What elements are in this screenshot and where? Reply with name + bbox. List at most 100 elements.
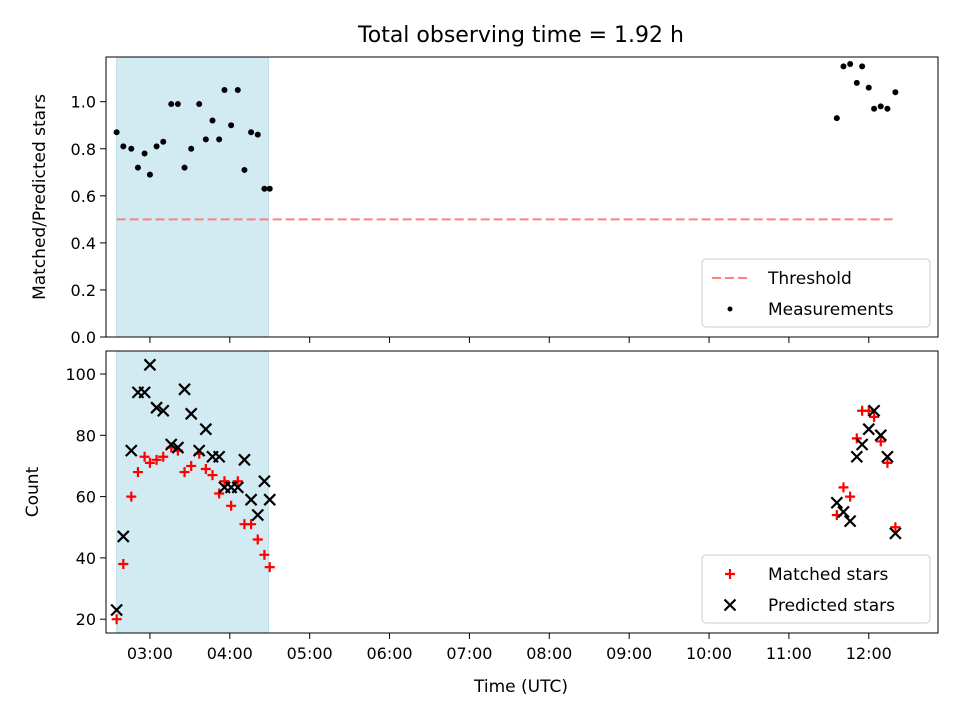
x-tick-label: 12:00	[846, 644, 892, 663]
predicted-star-point	[138, 386, 151, 399]
predicted-star-point	[125, 444, 138, 457]
matched-star-point	[264, 562, 275, 573]
matched-star-point	[851, 433, 862, 444]
matched-star-point	[200, 464, 211, 475]
predicted-star-point	[258, 474, 271, 488]
measurement-point	[228, 122, 235, 129]
bottom-y-axis-label: Count	[23, 466, 43, 517]
x-tick-label: 03:00	[127, 644, 173, 663]
predicted-star-point	[881, 450, 894, 464]
matched-star-point	[126, 491, 137, 502]
x-tick-label: 05:00	[287, 644, 333, 663]
predicted-star-point	[867, 404, 881, 418]
top-panel-frame	[105, 56, 939, 338]
measurement-point	[202, 136, 209, 143]
y-tick-label: 0.6	[71, 187, 96, 206]
shaded-span-top	[116, 56, 269, 338]
matched-star-point	[132, 467, 143, 478]
matched-star-point	[838, 482, 849, 493]
predicted-star-point	[263, 493, 277, 506]
predicted-star-point	[212, 450, 226, 464]
predicted-star-point	[889, 527, 902, 540]
measurement-point	[153, 143, 160, 150]
predicted-star-point	[110, 603, 123, 617]
measurement-point	[254, 131, 261, 138]
top-panel-ratio: 0.0 0.2 0.4 0.6 0.8 1.0 Matched/Predicted sta…	[30, 56, 939, 347]
bottom-y-axis: 20 40 60 80 100	[65, 365, 106, 629]
predicted-star-point	[238, 453, 251, 467]
bottom-panel-frame	[105, 350, 939, 634]
x-tick-label: 07:00	[446, 644, 492, 663]
matched-star-point	[214, 488, 225, 499]
y-tick-label: 40	[76, 549, 96, 568]
matched-star-point	[246, 519, 257, 530]
matched-star-point	[111, 614, 122, 625]
matched-star-point	[882, 457, 893, 468]
predicted-star-point	[850, 450, 864, 464]
legend-predicted-swatch	[723, 598, 737, 612]
matched-star-point	[875, 436, 886, 447]
measurement-point	[241, 166, 248, 173]
matched-star-point	[144, 457, 155, 468]
measurement-point	[128, 145, 135, 152]
legend-label-predicted-stars: Predicted stars	[768, 596, 895, 616]
measurement-point	[160, 138, 167, 145]
predicted-star-point	[192, 444, 206, 457]
y-tick-label: 0.4	[71, 234, 96, 253]
measurement-point	[196, 101, 203, 108]
y-tick-label: 0.2	[71, 281, 96, 300]
measurement-point	[168, 101, 175, 108]
predicted-star-point	[830, 496, 844, 510]
matched-star-point	[863, 405, 874, 416]
measurement-point	[892, 89, 899, 96]
predicted-star-point	[843, 514, 857, 528]
matched-star-point	[869, 411, 880, 422]
y-tick-label: 20	[76, 610, 96, 629]
measurement-point	[847, 61, 854, 68]
measurement-point	[871, 105, 878, 112]
measurement-point	[113, 129, 120, 136]
measurement-point	[840, 63, 847, 70]
matched-star-point	[158, 451, 169, 462]
predicted-star-point	[164, 438, 178, 451]
predicted-star-point	[184, 407, 198, 421]
measurement-point	[248, 129, 255, 136]
measurement-point	[216, 136, 223, 143]
matched-star-point	[845, 491, 856, 502]
predicted-star-point	[171, 441, 185, 454]
predicted-star-point	[117, 530, 130, 543]
top-x-axis	[149, 337, 870, 343]
measurement-point	[234, 86, 241, 93]
matched-star-point	[118, 559, 129, 570]
measurement-point	[877, 103, 884, 110]
matched-star-point	[186, 460, 197, 471]
legend-label-matched-stars: Matched stars	[768, 565, 888, 585]
x-axis-label: Time (UTC)	[473, 677, 568, 697]
bottom-panel-counts: 20 40 60 80 100 03:00 04:00 05:00 06:00 07:00 08:…	[23, 350, 939, 697]
y-tick-label: 80	[76, 426, 96, 445]
measurement-point	[181, 164, 188, 171]
top-legend: Threshold Measurements	[701, 258, 931, 328]
x-tick-label: 04:00	[207, 644, 253, 663]
matched-star-point	[232, 476, 243, 487]
measurement-point	[266, 185, 273, 192]
bottom-x-axis: 03:00 04:00 05:00 06:00 07:00 08:00 09:00 10:00…	[127, 633, 892, 663]
matched-star-point	[226, 500, 237, 511]
predicted-star-point	[251, 508, 265, 522]
measurement-point	[120, 143, 127, 150]
chart-title: Total observing time = 1.92 h	[357, 23, 684, 48]
x-tick-label: 06:00	[366, 644, 412, 663]
measurement-point	[833, 115, 840, 122]
measurement-point	[188, 145, 195, 152]
measurement-point	[884, 105, 891, 112]
matched-star-point	[179, 467, 190, 478]
measurement-point	[865, 84, 872, 91]
matched-star-point	[252, 534, 263, 545]
matched-star-point	[890, 522, 901, 533]
x-tick-label: 09:00	[606, 644, 652, 663]
y-tick-label: 100	[65, 365, 96, 384]
legend-box	[701, 554, 931, 624]
bottom-panel-marks	[110, 358, 902, 625]
top-y-axis: 0.0 0.2 0.4 0.6 0.8 1.0	[71, 93, 106, 347]
